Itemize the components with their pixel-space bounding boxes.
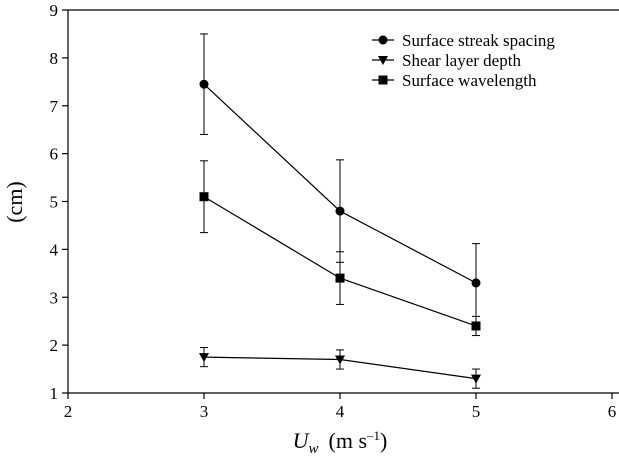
- marker: [471, 321, 481, 331]
- legend-label: Shear layer depth: [402, 51, 521, 70]
- y-tick-label: 5: [50, 193, 59, 212]
- marker: [335, 273, 345, 283]
- marker: [471, 374, 481, 384]
- legend-marker: [378, 56, 388, 65]
- legend-marker: [378, 75, 388, 85]
- y-tick-label: 4: [50, 240, 59, 259]
- x-tick-label: 2: [64, 402, 73, 421]
- y-tick-label: 8: [50, 49, 59, 68]
- marker: [199, 79, 209, 89]
- x-label-exponent: –1: [366, 428, 380, 443]
- y-tick-label: 3: [50, 288, 59, 307]
- x-tick-label: 3: [200, 402, 209, 421]
- marker: [335, 206, 345, 216]
- marker: [335, 355, 345, 365]
- y-tick-label: 1: [50, 384, 59, 403]
- y-tick-label: 9: [50, 1, 59, 20]
- x-label-subscript: w: [309, 441, 319, 457]
- x-axis-label: Uw (m s–1): [293, 428, 388, 457]
- y-axis-label: (cm): [2, 181, 27, 223]
- marker: [199, 353, 209, 363]
- x-label-symbol: U: [293, 428, 311, 453]
- marker: [471, 278, 481, 288]
- marker: [199, 192, 209, 202]
- legend-marker: [378, 35, 388, 45]
- y-tick-label: 2: [50, 336, 59, 355]
- y-tick-label: 6: [50, 145, 59, 164]
- x-tick-label: 4: [336, 402, 345, 421]
- legend-label: Surface wavelength: [402, 71, 537, 90]
- x-label-close: ): [380, 428, 387, 453]
- x-tick-label: 5: [472, 402, 481, 421]
- x-tick-label: 6: [608, 402, 617, 421]
- y-tick-label: 7: [50, 97, 59, 116]
- legend-label: Surface streak spacing: [402, 31, 555, 50]
- x-label-unit: (m s: [329, 428, 368, 453]
